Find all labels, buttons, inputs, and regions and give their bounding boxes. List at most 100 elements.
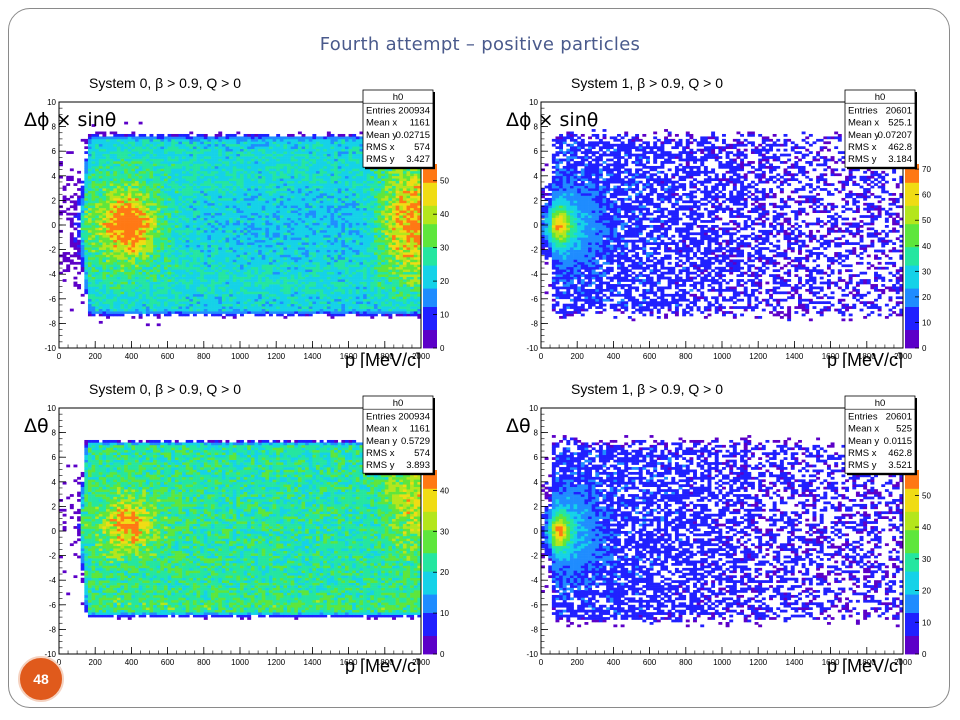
- stats-key: Mean y: [366, 130, 397, 141]
- stats-value: 462.8: [888, 448, 912, 459]
- stats-key: RMS y: [848, 460, 877, 471]
- x-tick-label: 200: [571, 352, 585, 361]
- x-tick-label: 800: [197, 352, 211, 361]
- y-tick-label: 8: [52, 429, 57, 438]
- x-tick-label: 0: [57, 658, 62, 667]
- stats-value: 0.07207: [878, 130, 912, 141]
- y-tick-label: 4: [534, 478, 539, 487]
- stats-name: h0: [875, 398, 886, 409]
- y-tick-label: -6: [49, 601, 57, 610]
- stats-value: 3.893: [406, 460, 430, 471]
- stats-value: 200934: [398, 411, 430, 422]
- z-tick-label: 0: [440, 650, 445, 659]
- x-tick-label: 1000: [231, 658, 249, 667]
- x-tick-label: 1600: [340, 352, 358, 361]
- stats-value: 525.1: [888, 118, 912, 129]
- y-axis-label: Δϕ × sinθ: [506, 109, 598, 131]
- stats-key: Mean y: [366, 436, 397, 447]
- stats-value: 0.5729: [401, 436, 430, 447]
- stats-value: 462.8: [888, 142, 912, 153]
- x-tick-label: 1800: [376, 658, 394, 667]
- stats-key: Mean x: [848, 118, 879, 129]
- plot-system1-dtheta: System 1, β > 0.9, Q > 0 0 200 400 600 800 100…: [496, 374, 948, 674]
- y-tick-label: 8: [534, 429, 539, 438]
- y-tick-label: 6: [52, 453, 57, 462]
- y-tick-label: -4: [49, 270, 57, 279]
- y-tick-label: -8: [49, 319, 57, 328]
- y-tick-label: -6: [531, 295, 539, 304]
- z-tick-label: 0: [922, 344, 927, 353]
- y-tick-label: -8: [531, 319, 539, 328]
- x-tick-label: 1800: [858, 658, 876, 667]
- x-tick-label: 200: [89, 658, 103, 667]
- z-tick-label: 0: [440, 344, 445, 353]
- stats-key: RMS x: [848, 142, 877, 153]
- heatmap-svg: System 0, β > 0.9, Q > 00 200 400 600 800 100…: [24, 381, 449, 674]
- x-tick-label: 400: [607, 658, 621, 667]
- y-tick-label: 10: [529, 404, 538, 413]
- z-tick-label: 40: [922, 242, 931, 251]
- stats-key: Mean y: [848, 130, 879, 141]
- z-tick-label: 40: [440, 486, 449, 495]
- y-tick-label: 2: [534, 502, 539, 511]
- stats-key: Entries: [848, 411, 878, 422]
- z-tick-label: 30: [440, 527, 449, 536]
- stats-value: 574: [414, 448, 430, 459]
- y-tick-label: 6: [534, 147, 539, 156]
- plot-title: System 1, β > 0.9, Q > 0: [571, 381, 723, 397]
- stats-key: RMS y: [366, 154, 395, 165]
- x-tick-label: 1600: [822, 658, 840, 667]
- x-axis: 0 200 400 600 800 1000 1200 1400 1600 1800 2000: [57, 647, 430, 667]
- x-tick-label: 1600: [340, 658, 358, 667]
- y-axis: -10 -8 -6 -4 -2 0 2 4 6 8 10: [526, 404, 548, 659]
- plot-title: System 0, β > 0.9, Q > 0: [89, 75, 241, 91]
- x-axis-label: p [MeV/c]: [827, 350, 903, 368]
- x-tick-label: 600: [643, 352, 657, 361]
- y-tick-label: 0: [534, 527, 539, 536]
- heatmap-cells: [541, 435, 904, 628]
- stats-value: 20601: [886, 105, 912, 116]
- x-tick-label: 400: [125, 352, 139, 361]
- y-axis: -10 -8 -6 -4 -2 0 2 4 6 8 10: [44, 404, 66, 659]
- stats-key: Entries: [366, 105, 396, 116]
- x-tick-label: 800: [679, 352, 693, 361]
- stats-value: 1161: [410, 118, 430, 129]
- x-tick-label: 2000: [412, 352, 430, 361]
- y-tick-label: 2: [52, 196, 57, 205]
- x-tick-label: 1400: [786, 352, 804, 361]
- x-tick-label: 0: [539, 352, 544, 361]
- stats-key: Entries: [366, 411, 396, 422]
- x-tick-label: 600: [161, 658, 175, 667]
- x-tick-label: 0: [539, 658, 544, 667]
- y-tick-label: 4: [52, 172, 57, 181]
- z-tick-label: 50: [922, 216, 931, 225]
- x-tick-label: 2000: [894, 658, 912, 667]
- stats-name: h0: [393, 398, 404, 409]
- stats-value: 1161: [410, 424, 430, 435]
- stats-key: RMS x: [366, 448, 395, 459]
- stats-key: RMS x: [848, 448, 877, 459]
- x-tick-label: 200: [571, 658, 585, 667]
- x-axis-label: p [MeV/c]: [345, 350, 421, 368]
- y-tick-label: -10: [526, 650, 538, 659]
- color-scale: 0 10 20 30 40: [423, 470, 449, 659]
- x-tick-label: 1400: [304, 352, 322, 361]
- x-tick-label: 1000: [231, 352, 249, 361]
- stats-key: RMS y: [848, 154, 877, 165]
- x-tick-label: 1400: [786, 658, 804, 667]
- x-tick-label: 600: [161, 352, 175, 361]
- z-tick-label: 0: [922, 650, 927, 659]
- y-tick-label: 10: [47, 404, 56, 413]
- y-axis-label: Δϕ × sinθ: [24, 109, 116, 131]
- plot-title: System 0, β > 0.9, Q > 0: [89, 381, 241, 397]
- y-tick-label: 0: [52, 221, 57, 230]
- z-tick-label: 10: [922, 318, 931, 327]
- z-tick-label: 10: [922, 618, 931, 627]
- stats-value: 3.427: [406, 154, 430, 165]
- z-tick-label: 30: [922, 555, 931, 564]
- color-scale: 0 10 20 30 40 50: [423, 164, 449, 353]
- z-tick-label: 20: [440, 568, 449, 577]
- x-tick-label: 1200: [749, 658, 767, 667]
